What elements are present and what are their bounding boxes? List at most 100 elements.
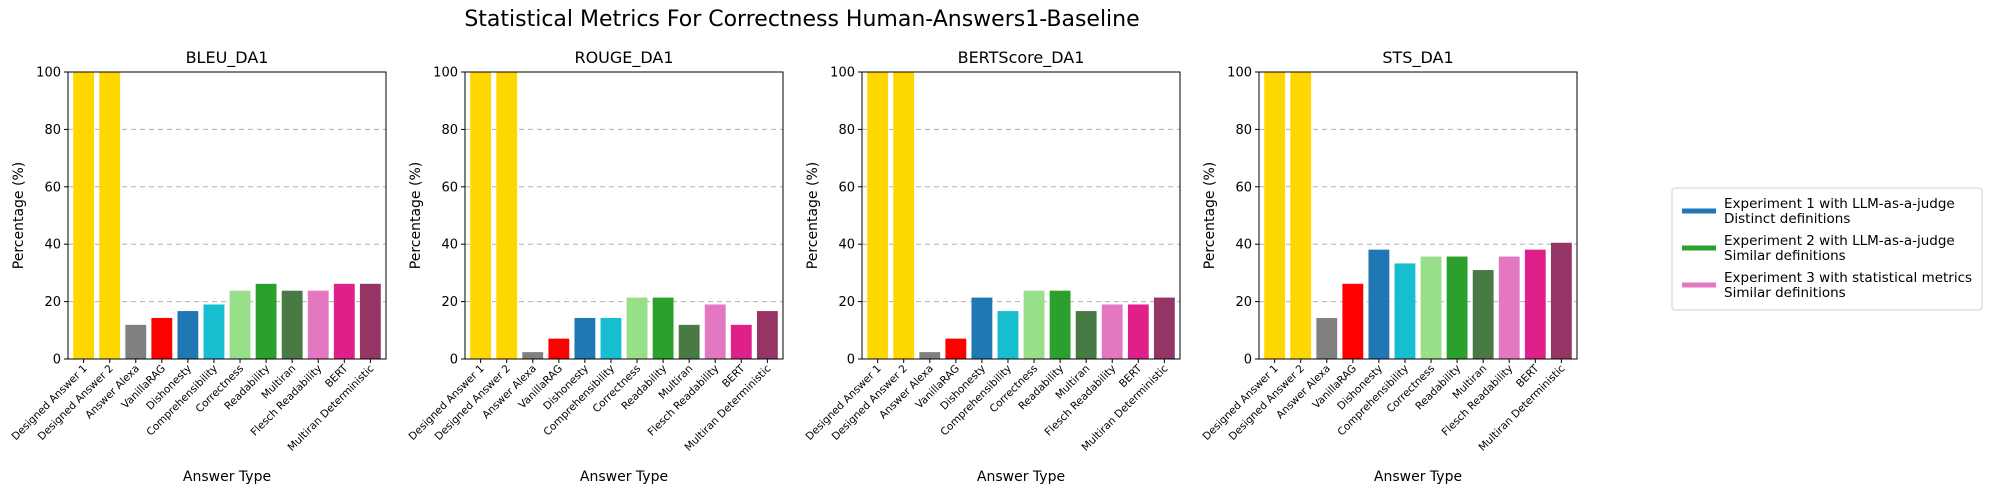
y-tick-label: 60	[838, 180, 855, 195]
bar-flesch-readability	[1498, 256, 1520, 359]
bar-designed-answer-1	[1264, 72, 1286, 359]
bar-answer-alexa	[125, 324, 147, 359]
y-tick-label: 0	[847, 353, 855, 368]
bar-multiran-deterministic	[359, 283, 381, 359]
figure-title: Statistical Metrics For Correctness Huma…	[464, 7, 1139, 32]
y-axis-label: Percentage (%)	[11, 162, 27, 269]
y-tick-label: 100	[36, 66, 61, 81]
bar-answer-alexa	[522, 352, 544, 359]
legend-label-line1: Experiment 3 with statistical metrics	[1724, 270, 1972, 286]
bar-multiran	[1472, 270, 1494, 359]
legend-entry-3: Experiment 3 with statistical metricsSim…	[1682, 270, 1972, 301]
y-axis-label: Percentage (%)	[805, 162, 821, 269]
subplot-title: ROUGE_DA1	[574, 48, 673, 68]
bar-designed-answer-1	[867, 72, 889, 359]
y-tick-label: 20	[1235, 295, 1252, 310]
y-tick-label: 60	[44, 180, 61, 195]
y-tick-label: 80	[1235, 123, 1252, 138]
plot-frame	[67, 71, 387, 360]
bar-bert	[333, 283, 355, 359]
bar-vanillarag	[151, 317, 173, 359]
y-tick-label: 0	[450, 353, 458, 368]
legend-label-line1: Experiment 1 with LLM-as-a-judge	[1724, 196, 1955, 212]
bar-flesch-readability	[1101, 304, 1123, 359]
bar-vanillarag	[945, 338, 967, 359]
legend-label-line2: Distinct definitions	[1724, 211, 1850, 227]
bar-readability	[255, 283, 277, 359]
bar-designed-answer-2	[496, 72, 518, 359]
legend-entry-2: Experiment 2 with LLM-as-a-judgeSimilar …	[1682, 233, 1955, 264]
y-axis-label: Percentage (%)	[1202, 162, 1218, 269]
y-tick-label: 80	[441, 123, 458, 138]
bar-correctness	[1023, 290, 1045, 359]
bar-answer-alexa	[919, 352, 941, 359]
legend-frame	[1671, 187, 1983, 311]
bar-designed-answer-2	[1290, 72, 1312, 359]
legend-entry-1: Experiment 1 with LLM-as-a-judgeDistinct…	[1682, 196, 1955, 227]
bar-dishonesty	[177, 311, 199, 359]
bar-correctness	[1420, 256, 1442, 359]
bar-designed-answer-2	[893, 72, 915, 359]
x-axis-label: Answer Type	[977, 469, 1065, 485]
subplot-title: STS_DA1	[1382, 48, 1453, 68]
bar-readability	[1446, 256, 1468, 359]
legend-label-line2: Similar definitions	[1724, 285, 1846, 301]
y-tick-label: 0	[53, 353, 61, 368]
bar-comprehensibility	[997, 311, 1019, 359]
y-tick-label: 0	[1244, 353, 1252, 368]
plot-frame	[1258, 71, 1578, 360]
bar-bert	[730, 324, 752, 359]
bar-multiran	[1075, 311, 1097, 359]
bar-flesch-readability	[704, 304, 726, 359]
y-axis-label: Percentage (%)	[408, 162, 424, 269]
bar-correctness	[626, 297, 648, 359]
x-axis-label: Answer Type	[580, 469, 668, 485]
y-tick-label: 20	[44, 295, 61, 310]
bar-multiran-deterministic	[1153, 297, 1175, 359]
bar-bert	[1127, 304, 1149, 359]
bar-readability	[652, 297, 674, 359]
x-axis-label: Answer Type	[1374, 469, 1462, 485]
bar-bert	[1524, 249, 1546, 359]
y-tick-label: 20	[838, 295, 855, 310]
bar-designed-answer-1	[73, 72, 95, 359]
legend: Experiment 1 with LLM-as-a-judgeDistinct…	[1671, 187, 1983, 311]
y-tick-label: 100	[1227, 66, 1252, 81]
legend-label-line1: Experiment 2 with LLM-as-a-judge	[1724, 233, 1955, 249]
y-tick-label: 60	[1235, 180, 1252, 195]
bar-designed-answer-2	[99, 72, 121, 359]
bar-correctness	[229, 290, 251, 359]
y-tick-label: 100	[433, 66, 458, 81]
y-tick-label: 60	[441, 180, 458, 195]
plot-frame	[861, 71, 1181, 360]
bar-dishonesty	[574, 317, 596, 359]
y-tick-label: 40	[1235, 238, 1252, 253]
subplot-title: BERTScore_DA1	[958, 48, 1085, 68]
bar-comprehensibility	[203, 304, 225, 359]
bar-multiran-deterministic	[1550, 242, 1572, 359]
bar-vanillarag	[548, 338, 570, 359]
bar-dishonesty	[971, 297, 993, 359]
y-tick-label: 80	[838, 123, 855, 138]
bar-readability	[1049, 290, 1071, 359]
bar-designed-answer-1	[470, 72, 492, 359]
bar-dishonesty	[1368, 249, 1390, 359]
bar-comprehensibility	[600, 317, 622, 359]
x-axis-label: Answer Type	[183, 469, 271, 485]
subplot-title: BLEU_DA1	[186, 48, 269, 68]
bar-multiran-deterministic	[756, 311, 778, 359]
bar-vanillarag	[1342, 283, 1364, 359]
y-tick-label: 80	[44, 123, 61, 138]
plot-frame	[464, 71, 784, 360]
bar-multiran	[281, 290, 303, 359]
y-tick-label: 40	[44, 238, 61, 253]
bar-answer-alexa	[1316, 317, 1338, 359]
bar-flesch-readability	[307, 290, 329, 359]
y-tick-label: 20	[441, 295, 458, 310]
